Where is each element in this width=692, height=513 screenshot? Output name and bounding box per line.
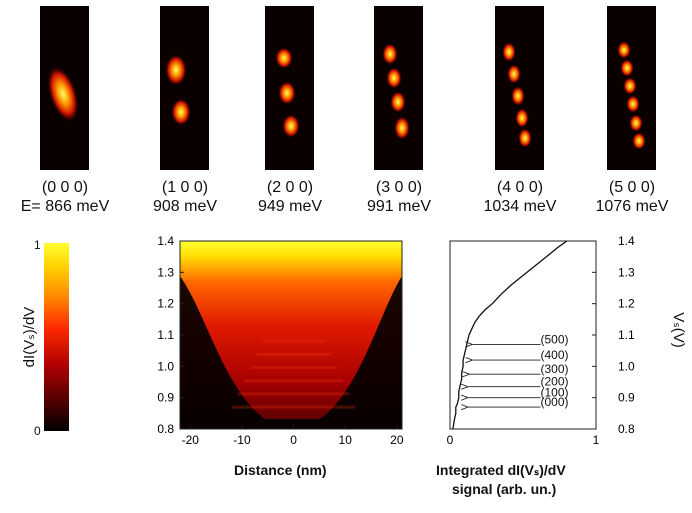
heatmap-xtick-label: 0 xyxy=(290,433,297,447)
line-ytick-label: 1.0 xyxy=(618,359,635,373)
colorbar-title-text: dI(Vₛ)/dV xyxy=(21,306,38,368)
heatmap-ytick-label: 1.1 xyxy=(157,328,174,342)
mode-image-200 xyxy=(265,6,314,170)
mode-energy: 1034 meV xyxy=(483,198,557,215)
line-ytick-label: 1.4 xyxy=(618,234,635,248)
line-frame xyxy=(449,240,597,430)
mode-energy: 908 meV xyxy=(152,198,218,215)
mode-image-300 xyxy=(374,6,423,170)
mode-annotation: (200) xyxy=(541,375,569,389)
line-xlabel-2: signal (arb. un.) xyxy=(452,481,557,497)
colorbar-max-label: 1 xyxy=(34,238,41,252)
mode-index: (5 0 0) xyxy=(608,179,656,196)
mode-label-300: (3 0 0) 991 meV xyxy=(349,178,449,216)
colorbar-min-label: 0 xyxy=(34,424,41,438)
mode-index: (0 0 0) xyxy=(41,179,89,196)
mode-label-100: (1 0 0) 908 meV xyxy=(135,178,235,216)
line-plot-area: (500) (400)(300)(200)(100)(000) 0.8 0.9 1.0 1… xyxy=(447,234,635,447)
heatmap-xtick-label: 10 xyxy=(339,433,353,447)
mode-label-000: (0 0 0) E= 866 meV xyxy=(15,178,115,216)
heatmap-dark-region xyxy=(180,276,402,429)
mode-index: (1 0 0) xyxy=(161,179,209,196)
line-xtick-label: 0 xyxy=(447,433,454,447)
heatmap-ytick-label: 1.2 xyxy=(157,297,174,311)
heatmap-ytick-label: 1.4 xyxy=(157,234,174,248)
line-ytick-label: 0.9 xyxy=(618,391,635,405)
line-ylabel-text: Vₛ(V) xyxy=(670,312,687,348)
mode-label-400: (4 0 0) 1034 meV xyxy=(470,178,570,216)
mode-image-400 xyxy=(495,6,544,170)
mode-annotation: (500) xyxy=(541,332,569,346)
heatmap-axes: 0.8 0.9 1.0 1.1 1.2 1.3 1.4 -20 -10 0 10 20 xyxy=(157,234,404,447)
colorbar-title: dI(Vₛ)/dV xyxy=(20,287,40,387)
heatmap-xtick-label: 20 xyxy=(390,433,404,447)
heatmap-ytick-label: 0.9 xyxy=(157,391,174,405)
mode-energy: 991 meV xyxy=(366,198,432,215)
mode-energy: 949 meV xyxy=(257,198,323,215)
heatmap-ytick-label: 1.3 xyxy=(157,265,174,279)
mode-annotation: (100) xyxy=(541,386,569,400)
mode-index: (3 0 0) xyxy=(375,179,423,196)
heatmap-xlabel: Distance (nm) xyxy=(234,462,327,478)
mode-label-200: (2 0 0) 949 meV xyxy=(240,178,340,216)
colorbar xyxy=(44,243,69,431)
mode-annotation: (000) xyxy=(541,395,569,409)
heatmap-plot-area xyxy=(180,241,402,429)
line-ytick-label: 0.8 xyxy=(618,422,635,436)
mode-image-500 xyxy=(607,6,656,170)
line-ytick-label: 1.2 xyxy=(618,297,635,311)
energy-value: 866 meV xyxy=(45,198,110,215)
heatmap-xtick-label: -10 xyxy=(233,433,251,447)
heatmap-ytick-label: 1.0 xyxy=(157,359,174,373)
mode-annotation: (400) xyxy=(541,348,569,362)
mode-index: (2 0 0) xyxy=(266,179,314,196)
line-xlabel-1: Integrated dI(Vₛ)/dV xyxy=(436,462,566,478)
mode-image-100 xyxy=(160,6,209,170)
heatmap-chart: 0.8 0.9 1.0 1.1 1.2 1.3 1.4 -20 -10 0 10 20 xyxy=(157,234,404,447)
mode-energy: E= 866 meV xyxy=(15,197,115,216)
mode-energy: 1076 meV xyxy=(595,198,669,215)
line-ytick-label: 1.3 xyxy=(618,265,635,279)
heatmap-xtick-label: -20 xyxy=(182,433,200,447)
mode-annotation: (300) xyxy=(541,362,569,376)
mode-label-500: (5 0 0) 1076 meV xyxy=(582,178,682,216)
mode-index: (4 0 0) xyxy=(496,179,544,196)
line-ytick-label: 1.1 xyxy=(618,328,635,342)
mode-image-000 xyxy=(40,6,89,170)
energy-prefix: E= xyxy=(20,198,46,215)
line-ylabel: Vₛ(V) xyxy=(668,290,688,370)
heatmap-ytick-label: 0.8 xyxy=(157,422,174,436)
line-chart: (500) (400)(300)(200)(100)(000) 0.8 0.9 1.0 1… xyxy=(447,234,635,447)
line-xtick-label: 1 xyxy=(593,433,600,447)
